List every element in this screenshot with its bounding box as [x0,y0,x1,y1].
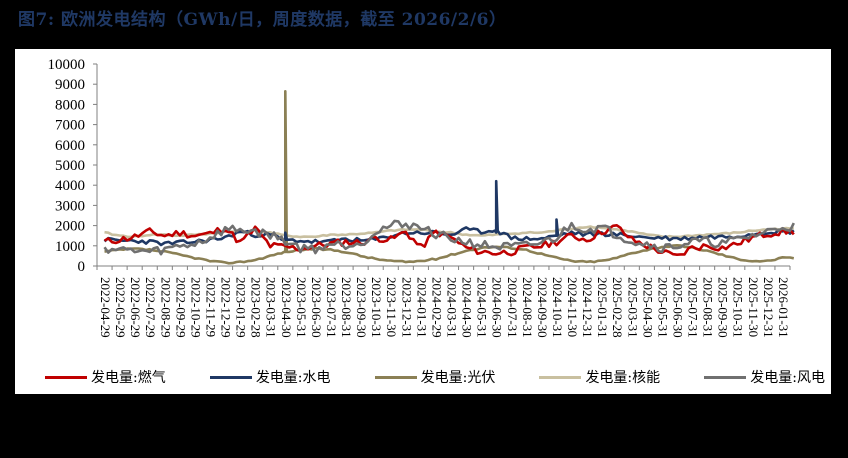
x-tick-label: 2024-06-30 [490,277,505,338]
y-tick-label: 7000 [55,118,85,134]
legend-item-gas: 发电量:燃气 [45,367,166,387]
legend-swatch-nuclear [539,375,582,379]
legend-swatch-solar [374,375,417,379]
x-tick-label: 2022-04-29 [98,277,113,338]
x-tick-label: 2022-07-29 [143,277,158,338]
y-tick-label: 3000 [55,198,85,214]
legend-swatch-hydro [209,375,252,379]
x-tick-label: 2023-10-31 [369,277,384,338]
x-tick-label: 2025-09-30 [716,277,731,338]
x-tick-label: 2025-06-30 [670,277,685,338]
x-tick-label: 2024-10-31 [550,277,565,338]
legend-item-solar: 发电量:光伏 [374,367,496,387]
legend-swatch-wind [704,375,747,379]
y-tick-label: 1000 [55,239,85,255]
x-tick-label: 2023-11-30 [384,277,399,337]
x-tick-label: 2023-12-31 [399,277,414,338]
legend-swatch-gas [45,375,87,379]
x-tick-label: 2022-12-29 [219,277,234,338]
y-tick-label: 10000 [48,57,86,73]
series-line-hydro [103,179,795,247]
x-tick-label: 2025-05-31 [655,277,670,338]
x-tick-label: 2025-04-30 [640,277,655,338]
x-tick-label: 2023-01-29 [234,277,249,338]
x-tick-label: 2024-11-30 [565,277,580,337]
legend-label-gas: 发电量:燃气 [91,370,166,386]
x-tick-label: 2024-08-31 [520,277,535,338]
chart-legend: 发电量:燃气 发电量:水电 发电量:光伏 发电量:核能 发电量:风电 [45,367,825,387]
x-tick-label: 2024-07-31 [505,277,520,338]
x-tick-label: 2024-03-31 [445,277,460,338]
series-line-solar [104,90,795,265]
x-tick-label: 2022-11-29 [203,277,218,337]
y-tick-label: 2000 [55,219,85,235]
y-tick-label: 9000 [55,77,85,93]
x-tick-label: 2024-05-31 [475,277,490,338]
line-chart: 0 1000 2000 3000 4000 5000 6000 7000 8000 9000 100… [48,57,795,338]
legend-item-wind: 发电量:风电 [704,367,825,387]
legend-label-nuclear: 发电量:核能 [585,370,661,386]
chart-title: 图7: 欧洲发电结构（GWh/日，周度数据，截至 2026/2/6） [18,10,507,30]
x-tick-label: 2024-02-29 [429,277,444,338]
x-tick-label: 2025-12-31 [761,277,776,338]
x-tick-label: 2023-08-31 [339,277,354,338]
x-tick-label: 2025-08-31 [701,277,716,338]
series-line-gas [103,224,795,257]
y-tick-label: 4000 [55,178,85,194]
x-tick-label: 2023-03-31 [264,277,279,338]
y-tick-label: 0 [78,259,86,275]
x-tick-label: 2023-09-30 [354,277,369,338]
x-tick-label: 2023-02-28 [249,277,264,338]
y-tick-label: 5000 [55,158,85,174]
y-tick-label: 8000 [55,97,85,113]
x-tick-label: 2024-12-31 [580,277,595,338]
x-tick-label: 2025-03-31 [625,277,640,338]
x-tick-label: 2025-01-31 [595,277,610,338]
legend-label-solar: 发电量:光伏 [420,370,496,386]
x-tick-label: 2023-07-31 [324,277,339,338]
x-tick-label: 2023-05-31 [294,277,309,338]
x-tick-label: 2022-10-29 [188,277,203,338]
x-tick-label: 2022-09-29 [173,277,188,338]
legend-item-nuclear: 发电量:核能 [539,367,660,387]
x-tick-label: 2025-07-31 [686,277,701,338]
x-tick-label: 2024-09-30 [535,277,550,338]
x-tick-label: 2023-04-30 [279,277,294,338]
x-tick-label: 2024-04-30 [460,277,475,338]
series-line-wind [103,219,795,256]
y-tick-label: 6000 [55,138,85,154]
x-tick-label: 2025-10-31 [731,277,746,338]
x-tick-label: 2022-06-29 [128,277,143,338]
x-tick-label: 2022-08-29 [158,277,173,338]
x-tick-label: 2026-01-31 [776,277,791,338]
x-tick-label: 2025-11-30 [746,277,761,337]
legend-label-wind: 发电量:风电 [750,370,825,386]
x-tick-label: 2023-06-30 [309,277,324,338]
legend-label-hydro: 发电量:水电 [255,370,331,386]
x-tick-label: 2025-02-28 [610,277,625,338]
legend-item-hydro: 发电量:水电 [209,367,331,387]
chart-panel: 0 1000 2000 3000 4000 5000 6000 7000 8000 9000 100… [15,49,831,394]
x-tick-label: 2022-05-29 [113,277,128,338]
x-tick-label: 2024-01-31 [414,277,429,338]
